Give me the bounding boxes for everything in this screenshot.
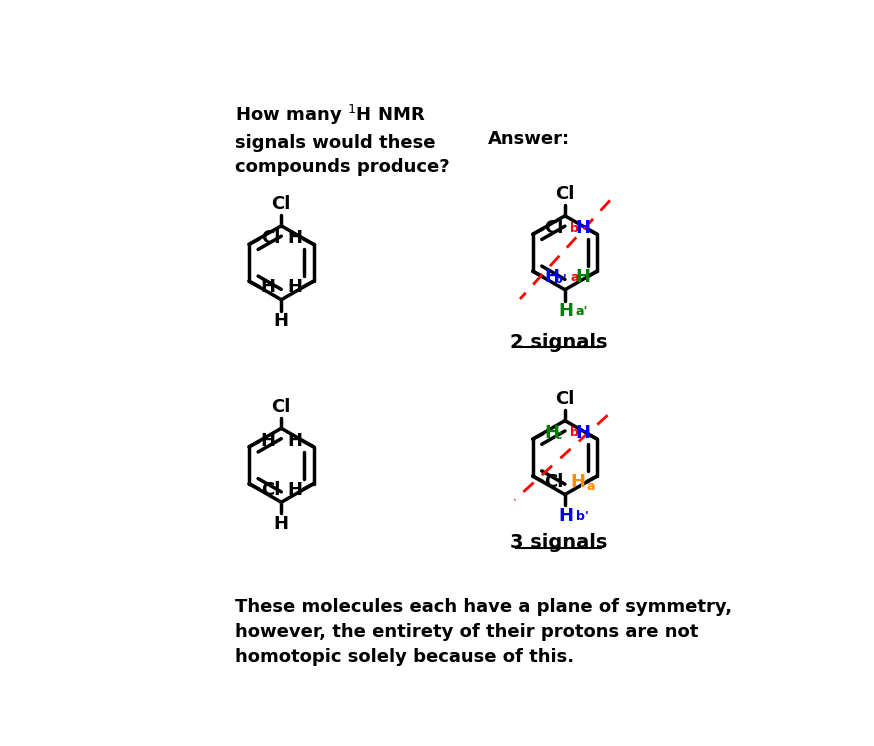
Text: H: H <box>575 269 591 286</box>
Text: a: a <box>570 271 579 284</box>
Text: H: H <box>260 278 275 296</box>
Text: Cl: Cl <box>545 473 564 491</box>
Text: H: H <box>287 229 302 247</box>
Text: a': a' <box>576 305 588 318</box>
Text: 3 signals: 3 signals <box>510 533 607 552</box>
Text: Cl: Cl <box>555 186 574 204</box>
Text: b: b <box>570 222 579 235</box>
Text: H: H <box>287 432 302 450</box>
Text: Cl: Cl <box>272 195 291 213</box>
Text: Cl: Cl <box>555 390 574 408</box>
Text: H: H <box>575 219 591 237</box>
Text: These molecules each have a plane of symmetry,
however, the entirety of their pr: These molecules each have a plane of sym… <box>235 598 732 665</box>
Text: 2 signals: 2 signals <box>510 333 607 352</box>
Text: Answer:: Answer: <box>488 130 570 148</box>
Text: H: H <box>545 424 559 442</box>
Text: H: H <box>274 312 288 330</box>
Text: b': b' <box>576 510 589 523</box>
Text: How many $^{1}$H NMR
signals would these
compounds produce?: How many $^{1}$H NMR signals would these… <box>235 104 449 176</box>
Text: Cl: Cl <box>260 481 280 499</box>
Text: Cl: Cl <box>545 219 564 237</box>
Text: H: H <box>575 424 591 442</box>
Text: H: H <box>545 269 559 286</box>
Text: H: H <box>260 432 275 450</box>
Text: Cl: Cl <box>272 398 291 416</box>
Text: Cl: Cl <box>260 229 280 247</box>
Text: H: H <box>274 515 288 533</box>
Text: H: H <box>287 278 302 296</box>
Text: c: c <box>554 429 562 442</box>
Text: H: H <box>287 481 302 499</box>
Text: H: H <box>571 473 586 491</box>
Text: H: H <box>558 302 573 320</box>
Text: a: a <box>586 480 595 493</box>
Text: b': b' <box>554 273 567 286</box>
Text: b: b <box>570 427 579 439</box>
Text: H: H <box>558 507 573 525</box>
